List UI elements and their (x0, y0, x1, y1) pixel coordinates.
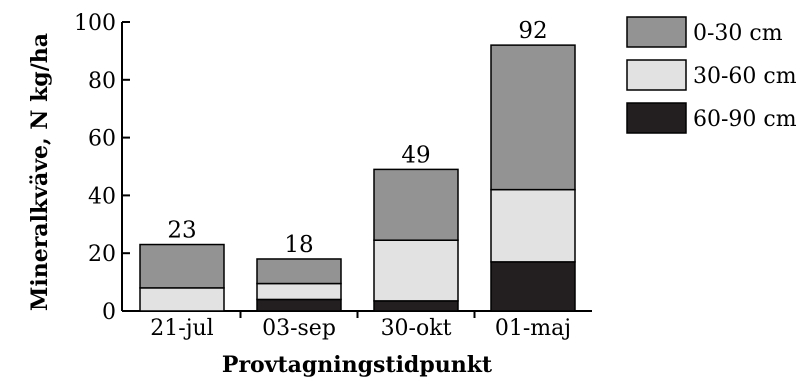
y-tick-label: 20 (88, 242, 116, 267)
legend-label: 60-90 cm (693, 107, 797, 132)
y-tick-label: 80 (88, 69, 116, 94)
y-tick-label: 0 (102, 300, 116, 325)
y-tick-label: 100 (74, 11, 116, 36)
bar-total-labels: 23 18 49 92 (167, 18, 547, 258)
legend-label: 0-30 cm (693, 21, 783, 46)
y-tick-label: 60 (88, 127, 116, 152)
x-axis: 21-jul 03-sep 30-okt 01-maj (122, 310, 592, 341)
bar-segment-60-90cm (490, 261, 576, 312)
legend-swatch (626, 102, 687, 134)
bar-total-label: 23 (167, 218, 196, 244)
bar-segment-30-60cm (256, 282, 342, 301)
legend: 0-30 cm 30-60 cm 60-90 cm (626, 16, 797, 134)
legend-swatch (626, 59, 687, 91)
y-axis-title: Mineralkväve, N kg/ha (27, 33, 53, 311)
y-axis: 0 20 40 60 80 100 (74, 11, 130, 325)
bar-segment-0-30cm (373, 168, 459, 241)
bar-total-label: 18 (284, 232, 313, 258)
x-tick-label: 30-okt (381, 316, 452, 341)
bar-segment-60-90cm (373, 300, 459, 312)
x-tick-label: 01-maj (495, 316, 571, 341)
y-tick-label: 40 (88, 184, 116, 209)
legend-label: 30-60 cm (693, 64, 797, 89)
bar-segment-0-30cm (256, 258, 342, 285)
legend-swatch (626, 16, 687, 48)
x-axis-title: Provtagningstidpunkt (222, 352, 493, 378)
bar-total-label: 49 (401, 142, 430, 168)
bar-segment-30-60cm (139, 287, 225, 312)
bar-segment-60-90cm (256, 298, 342, 312)
bar-segment-0-30cm (139, 243, 225, 289)
bar-segment-30-60cm (373, 239, 459, 302)
x-tick-label: 21-jul (150, 316, 213, 341)
bars (139, 44, 576, 312)
bar-total-label: 92 (518, 18, 547, 44)
x-tick-label: 03-sep (262, 316, 336, 341)
bar-segment-30-60cm (490, 188, 576, 263)
bar-segment-0-30cm (490, 44, 576, 191)
